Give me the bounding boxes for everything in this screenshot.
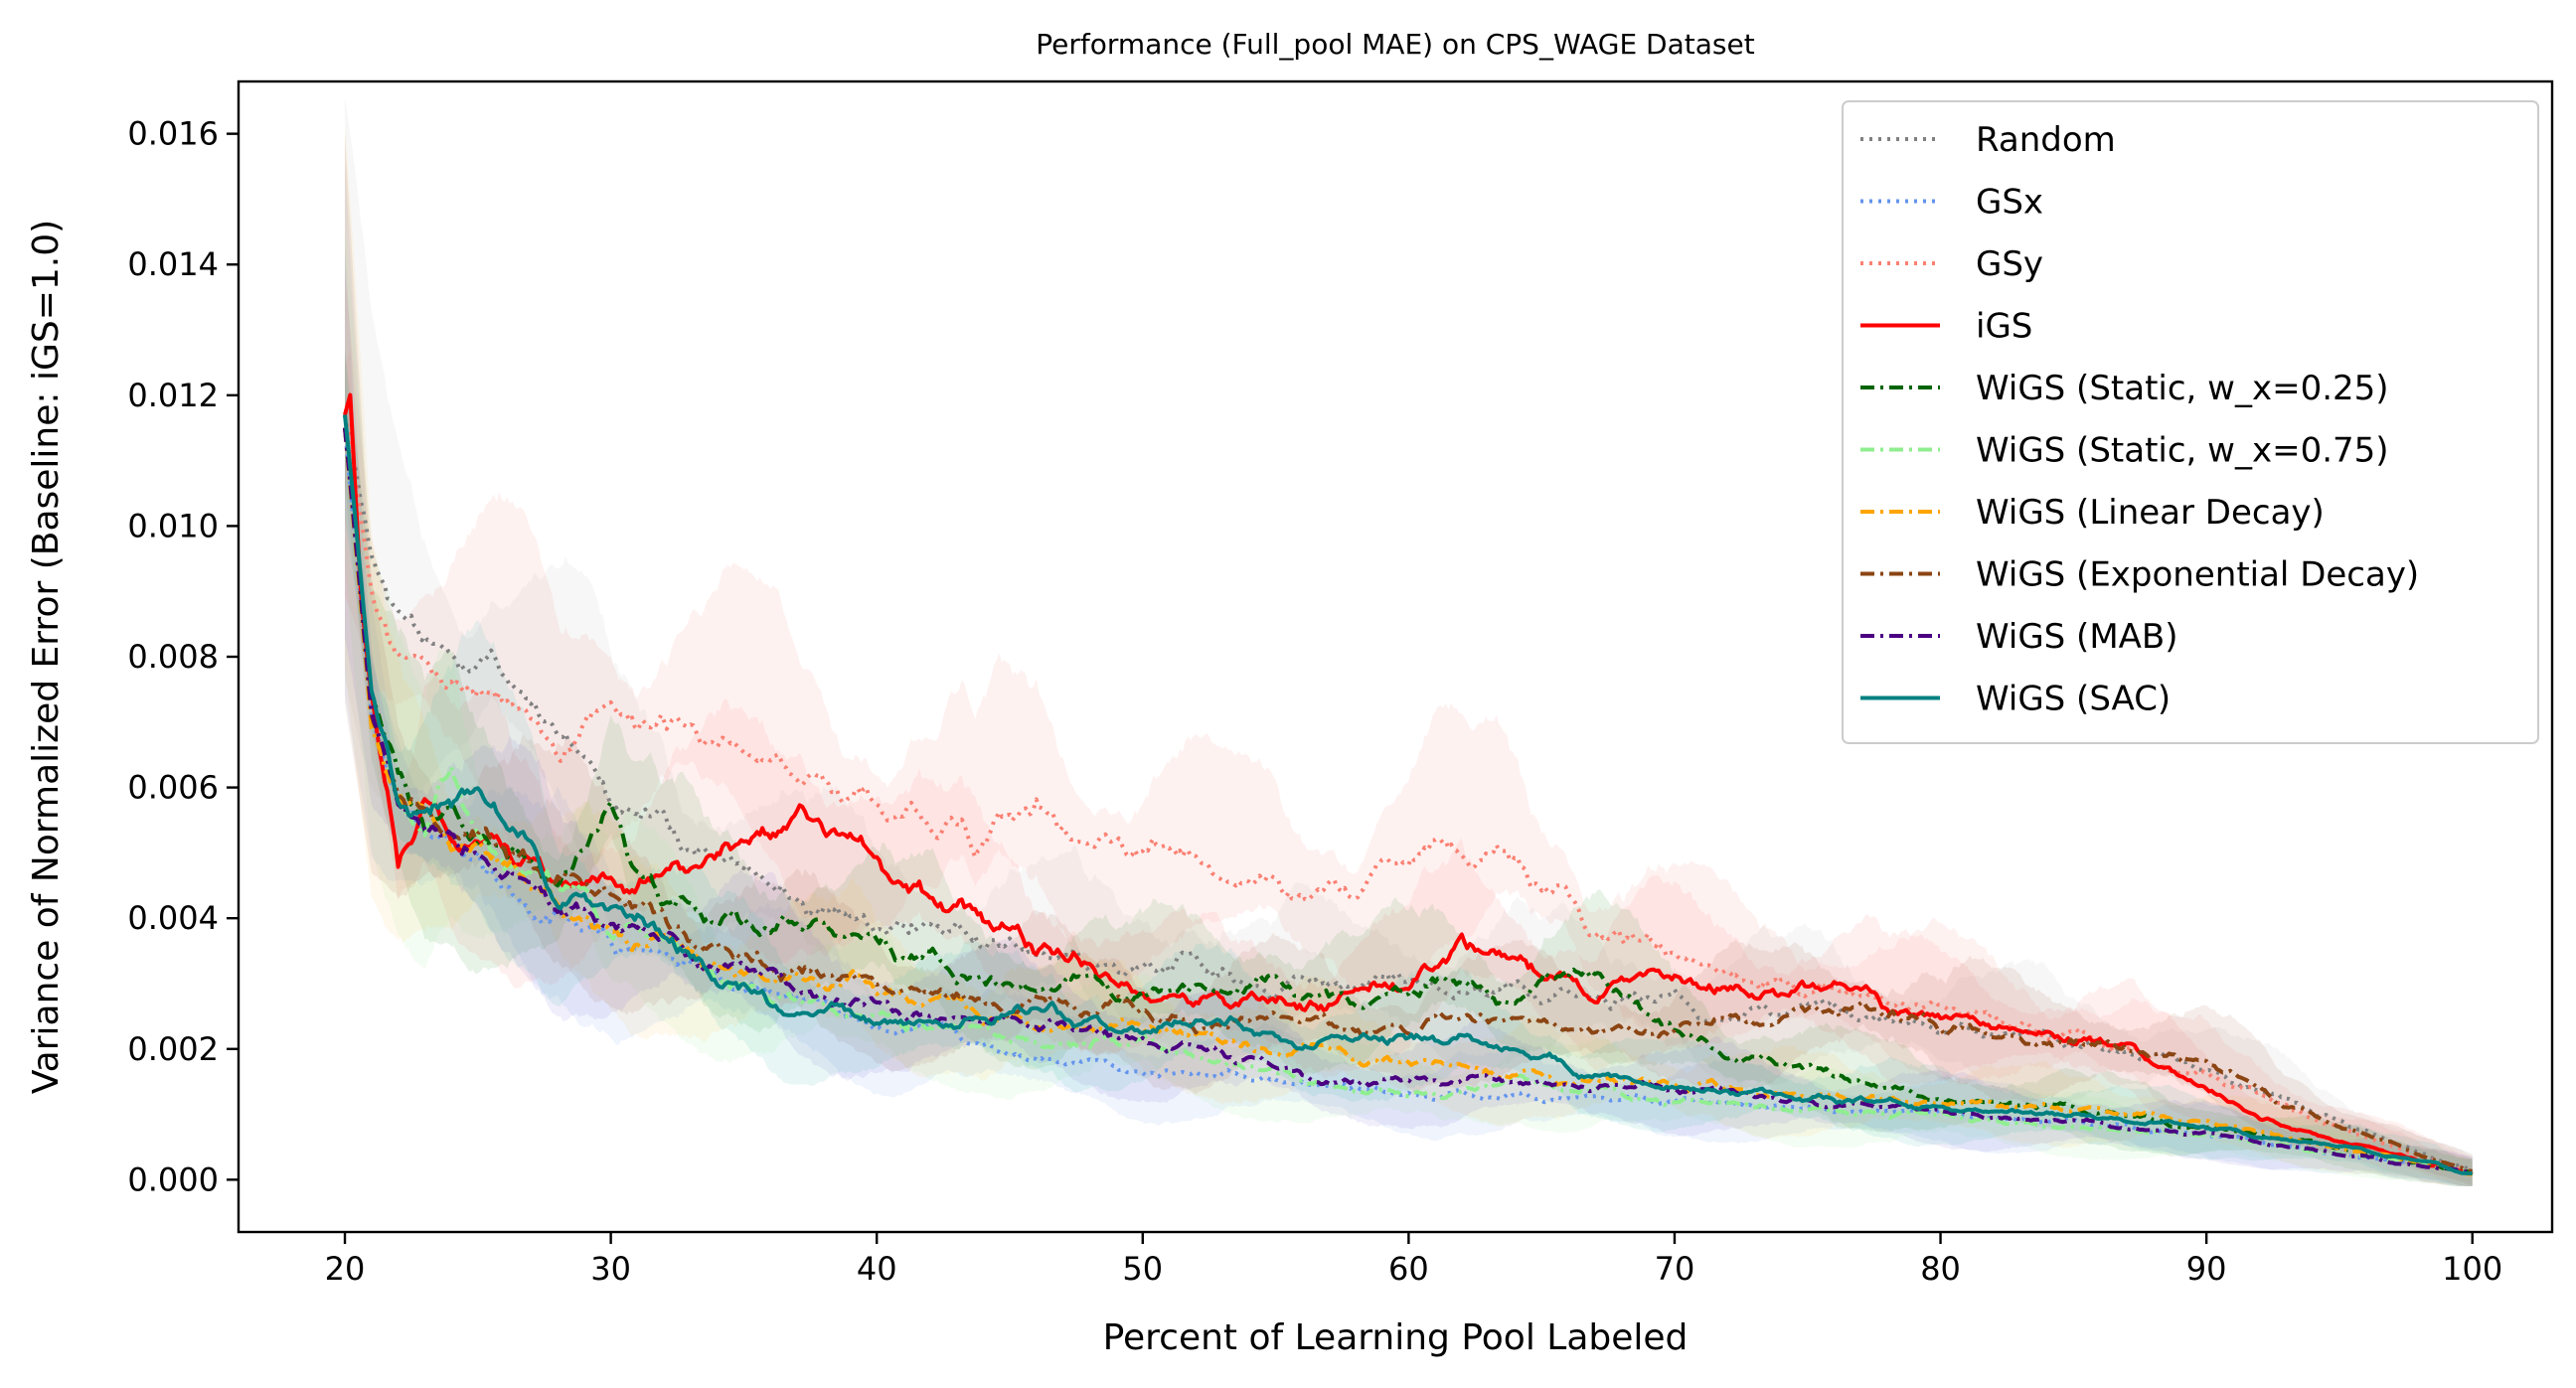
y-tick-label: 0.002: [127, 1030, 219, 1068]
y-tick-label: 0.016: [127, 115, 219, 153]
x-tick-label: 70: [1655, 1250, 1695, 1288]
band-wigs-sac: [345, 350, 2473, 1186]
band-random: [345, 96, 2473, 1184]
series-line-wigs-exponential-decay: [343, 427, 2473, 1173]
legend-label-wigs-exponential-decay: WiGS (Exponential Decay): [1976, 555, 2419, 595]
y-tick-label: 0.012: [127, 377, 219, 414]
chart-title: Performance (Full_pool MAE) on CPS_WAGE …: [1036, 28, 1754, 61]
legend-box: [1842, 100, 2539, 744]
x-tick-label: 60: [1388, 1250, 1429, 1288]
band-wigs-exponential-decay: [345, 136, 2473, 1186]
x-axis: 20 30 40 50 60 70 80 90 100: [325, 1232, 2502, 1288]
x-tick-label: 90: [2186, 1250, 2227, 1288]
band-gsy: [345, 272, 2473, 1186]
series-lines: [343, 392, 2474, 1176]
legend-label-wigs-static-w-x-0-75: WiGS (Static, w_x=0.75): [1976, 431, 2389, 471]
series-line-gsx: [343, 427, 2474, 1175]
y-tick-label: 0.006: [127, 769, 219, 807]
series-line-gsy: [343, 414, 2474, 1174]
band-wigs-static-w-x-0-25: [345, 351, 2473, 1186]
x-tick-label: 80: [1920, 1250, 1961, 1288]
legend-label-wigs-static-w-x-0-25: WiGS (Static, w_x=0.25): [1976, 369, 2389, 408]
band-wigs-static-w-x-0-75: [345, 229, 2473, 1186]
series-line-wigs-linear-decay: [343, 427, 2473, 1176]
x-tick-label: 20: [325, 1250, 366, 1288]
legend-label-gsx: GSx: [1976, 183, 2043, 223]
x-tick-label: 100: [2442, 1250, 2502, 1288]
y-axis-label: Variance of Normalized Error (Baseline: …: [26, 220, 67, 1094]
band-igs: [345, 349, 2473, 1186]
y-axis: 0.000 0.002 0.004 0.006 0.008 0.010 0.012 0.014…: [127, 115, 239, 1198]
series-line-wigs-mab: [343, 427, 2474, 1175]
y-tick-label: 0.008: [127, 638, 219, 676]
x-axis-label: Percent of Learning Pool Labeled: [1103, 1317, 1689, 1358]
x-tick-label: 50: [1122, 1250, 1163, 1288]
legend-label-wigs-mab: WiGS (MAB): [1976, 617, 2178, 657]
legend-label-igs: iGS: [1976, 307, 2032, 347]
y-tick-label: 0.010: [127, 507, 219, 544]
y-tick-label: 0.004: [127, 899, 219, 937]
y-tick-label: 0.000: [127, 1160, 219, 1198]
legend-label-gsy: GSy: [1976, 244, 2043, 284]
confidence-bands: [345, 96, 2473, 1186]
x-tick-label: 30: [590, 1250, 631, 1288]
x-tick-label: 40: [857, 1250, 897, 1288]
legend: Random GSx GSy iGS WiGS (Static, w_x=0.25) Wi…: [1842, 100, 2539, 744]
series-line-random: [343, 414, 2474, 1172]
legend-label-wigs-linear-decay: WiGS (Linear Decay): [1976, 493, 2325, 533]
series-line-wigs-sac: [343, 414, 2473, 1176]
legend-label-random: Random: [1976, 120, 2116, 160]
series-line-igs: [343, 392, 2474, 1176]
y-tick-label: 0.014: [127, 245, 219, 283]
legend-label-wigs-sac: WiGS (SAC): [1976, 680, 2171, 719]
series-line-wigs-static-w-x-0-75: [343, 427, 2474, 1176]
